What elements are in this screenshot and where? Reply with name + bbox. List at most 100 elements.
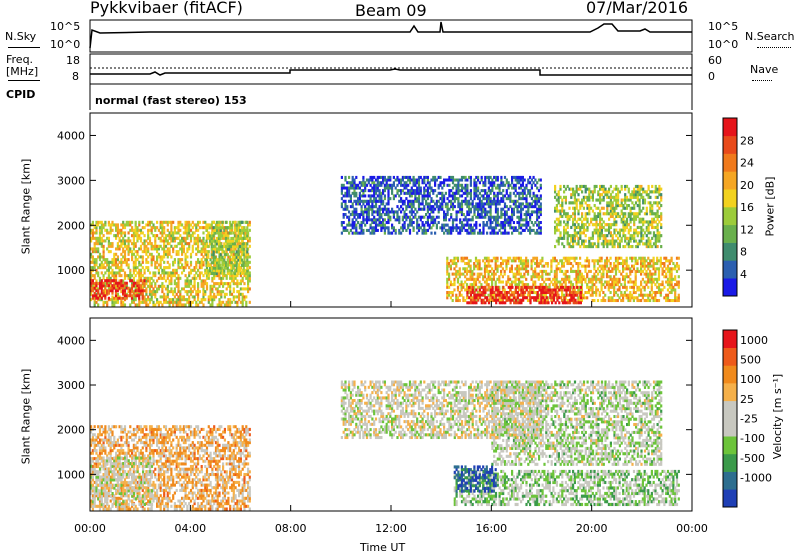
power-cell [620, 220, 623, 224]
power-cell [170, 234, 173, 238]
power-cell [627, 223, 630, 227]
power-cell [584, 214, 587, 219]
power-cell [184, 226, 187, 230]
power-cell [195, 247, 198, 251]
power-cell [647, 223, 650, 227]
power-cell [555, 239, 558, 243]
power-cell [170, 287, 173, 291]
power-cell [562, 262, 565, 266]
power-cell [122, 260, 125, 264]
power-cell [211, 220, 214, 224]
power-cell [599, 223, 602, 227]
power-cell [127, 286, 130, 290]
power-cell [220, 271, 223, 275]
power-cell [234, 239, 237, 243]
power-cell [535, 264, 539, 268]
power-cell [629, 272, 632, 276]
power-cell [412, 183, 415, 187]
power-cell [643, 262, 646, 266]
power-cell [611, 269, 614, 273]
power-cell [636, 190, 639, 194]
power-cell [558, 288, 561, 292]
power-cell [435, 205, 438, 209]
power-cell [342, 194, 345, 198]
power-cell [173, 268, 176, 272]
power-cell [546, 262, 549, 266]
power-cell [548, 277, 551, 281]
power-cell [570, 296, 573, 300]
power-cell [147, 247, 150, 251]
power-cell [247, 239, 250, 243]
power-cell [579, 285, 582, 289]
power-cell [666, 299, 670, 303]
power-cell [483, 267, 487, 271]
power-cell [487, 264, 490, 268]
power-cell [575, 201, 578, 205]
power-cell [207, 276, 210, 280]
power-cell [227, 260, 230, 264]
power-cell [410, 178, 413, 182]
power-cell [348, 223, 351, 227]
power-cell [541, 277, 544, 281]
power-cell [660, 217, 663, 221]
power-cell [106, 260, 109, 264]
power-cell [229, 290, 232, 294]
power-cell [355, 191, 358, 195]
power-cell [134, 260, 137, 264]
power-cell [425, 231, 428, 235]
power-cell [618, 245, 621, 249]
power-cell [191, 290, 194, 294]
power-cell [374, 191, 378, 195]
power-cell [225, 287, 228, 291]
power-cell [568, 245, 571, 249]
power-cell [584, 259, 587, 263]
power-cell [152, 226, 155, 230]
power-cell [107, 291, 110, 295]
power-cell [408, 194, 412, 198]
power-cell [656, 239, 659, 243]
power-cell [138, 223, 141, 227]
power-cell [523, 264, 526, 268]
power-cell [645, 228, 648, 232]
power-cell [173, 282, 176, 286]
power-cell [448, 291, 451, 295]
power-cell [491, 299, 494, 303]
power-cell [647, 299, 650, 303]
power-cell [606, 190, 609, 194]
power-cell [98, 279, 102, 283]
power-cell [602, 291, 605, 295]
power-cell [530, 262, 533, 266]
power-cell [555, 193, 558, 197]
power-cell [246, 253, 249, 257]
power-cell [141, 287, 144, 291]
power-cell [564, 272, 567, 276]
power-cell [417, 189, 421, 193]
power-cell [588, 212, 591, 216]
power-cell [246, 255, 249, 259]
power-cell [382, 175, 385, 179]
power-cell [629, 245, 632, 249]
power-cell [383, 197, 386, 201]
power-cell [482, 259, 485, 263]
power-cell [212, 226, 215, 230]
power-cell [358, 226, 361, 230]
power-cell [97, 236, 100, 240]
power-cell [512, 291, 515, 295]
power-cell [587, 280, 591, 284]
power-cell [602, 264, 605, 268]
power-cell [656, 201, 659, 205]
power-cell [246, 247, 249, 251]
power-cell [184, 274, 187, 278]
power-cell [658, 231, 661, 235]
power-cell [248, 266, 251, 270]
power-cell [494, 267, 497, 271]
power-cell [208, 242, 212, 246]
power-cell [382, 189, 385, 193]
power-cell [223, 250, 226, 254]
power-cell [237, 272, 240, 276]
power-cell [596, 277, 600, 281]
power-cell [401, 175, 404, 179]
power-cell [159, 263, 162, 267]
power-cell [627, 245, 630, 249]
power-cell [477, 293, 480, 297]
